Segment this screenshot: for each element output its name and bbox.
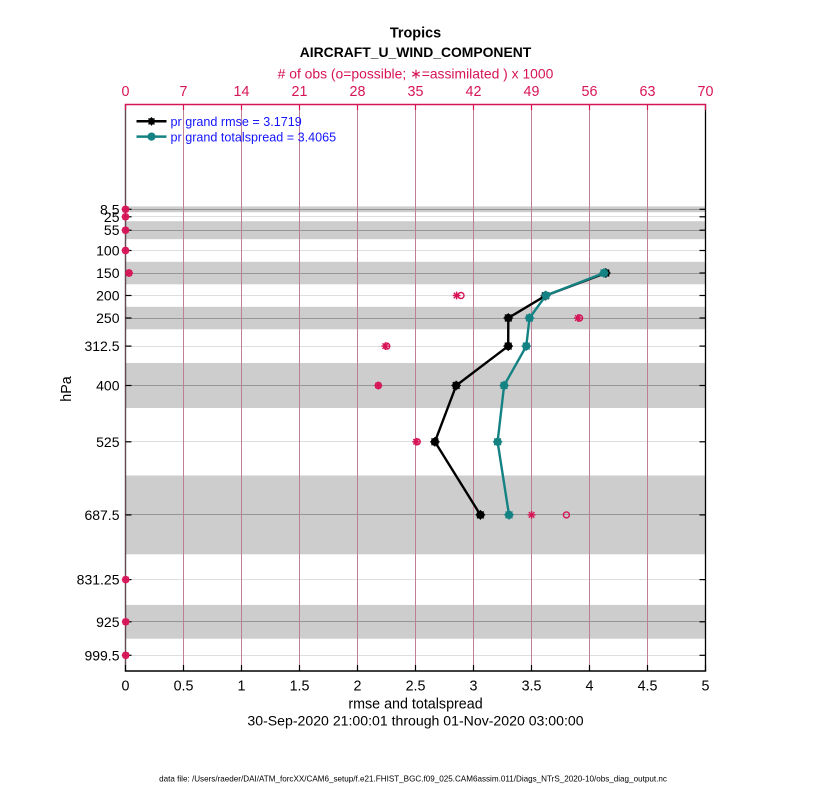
svg-text:1: 1 <box>238 679 246 695</box>
svg-text:687.5: 687.5 <box>84 507 119 523</box>
svg-text:1.5: 1.5 <box>290 679 310 695</box>
svg-text:hPa: hPa <box>59 376 75 401</box>
svg-text:525: 525 <box>96 434 120 450</box>
svg-text:4.5: 4.5 <box>638 679 658 695</box>
svg-text:312.5: 312.5 <box>84 338 119 354</box>
svg-text:3.5: 3.5 <box>522 679 542 695</box>
svg-text:pr grand totalspread = 3.4065: pr grand totalspread = 3.4065 <box>171 130 337 144</box>
svg-text:25: 25 <box>104 209 120 225</box>
svg-text:0.5: 0.5 <box>174 679 194 695</box>
svg-text:8.5: 8.5 <box>100 201 120 217</box>
svg-text:30-Sep-2020 21:00:01 through 0: 30-Sep-2020 21:00:01 through 01-Nov-2020… <box>247 713 583 729</box>
svg-text:5: 5 <box>702 679 710 695</box>
svg-text:2: 2 <box>354 679 362 695</box>
svg-text:7: 7 <box>180 84 188 100</box>
svg-text:0: 0 <box>122 679 130 695</box>
svg-text:# of obs (o=possible; ∗=assimi: # of obs (o=possible; ∗=assimilated ) x … <box>278 66 554 82</box>
svg-text:42: 42 <box>466 84 482 100</box>
svg-text:100: 100 <box>96 243 120 259</box>
svg-text:49: 49 <box>524 84 540 100</box>
svg-text:400: 400 <box>96 378 120 394</box>
svg-text:pr grand rmse = 3.1719: pr grand rmse = 3.1719 <box>171 115 302 129</box>
svg-text:999.5: 999.5 <box>84 647 119 663</box>
svg-text:2.5: 2.5 <box>406 679 426 695</box>
svg-text:28: 28 <box>350 84 366 100</box>
svg-text:831.25: 831.25 <box>77 572 120 588</box>
svg-text:14: 14 <box>234 84 250 100</box>
svg-text:925: 925 <box>96 614 120 630</box>
svg-text:200: 200 <box>96 288 120 304</box>
svg-text:AIRCRAFT_U_WIND_COMPONENT: AIRCRAFT_U_WIND_COMPONENT <box>300 44 532 60</box>
svg-text:55: 55 <box>104 222 120 238</box>
svg-text:0: 0 <box>122 84 130 100</box>
svg-text:35: 35 <box>408 84 424 100</box>
svg-text:63: 63 <box>640 84 656 100</box>
svg-text:21: 21 <box>292 84 308 100</box>
svg-text:4: 4 <box>586 679 594 695</box>
svg-text:70: 70 <box>698 84 714 100</box>
svg-text:150: 150 <box>96 265 120 281</box>
svg-text:3: 3 <box>470 679 478 695</box>
svg-text:56: 56 <box>582 84 598 100</box>
svg-text:data file: /Users/raeder/DAI/A: data file: /Users/raeder/DAI/ATM_forcXX/… <box>159 775 667 784</box>
svg-text:Tropics: Tropics <box>390 26 441 42</box>
svg-text:250: 250 <box>96 310 120 326</box>
svg-text:rmse and totalspread: rmse and totalspread <box>348 697 482 713</box>
